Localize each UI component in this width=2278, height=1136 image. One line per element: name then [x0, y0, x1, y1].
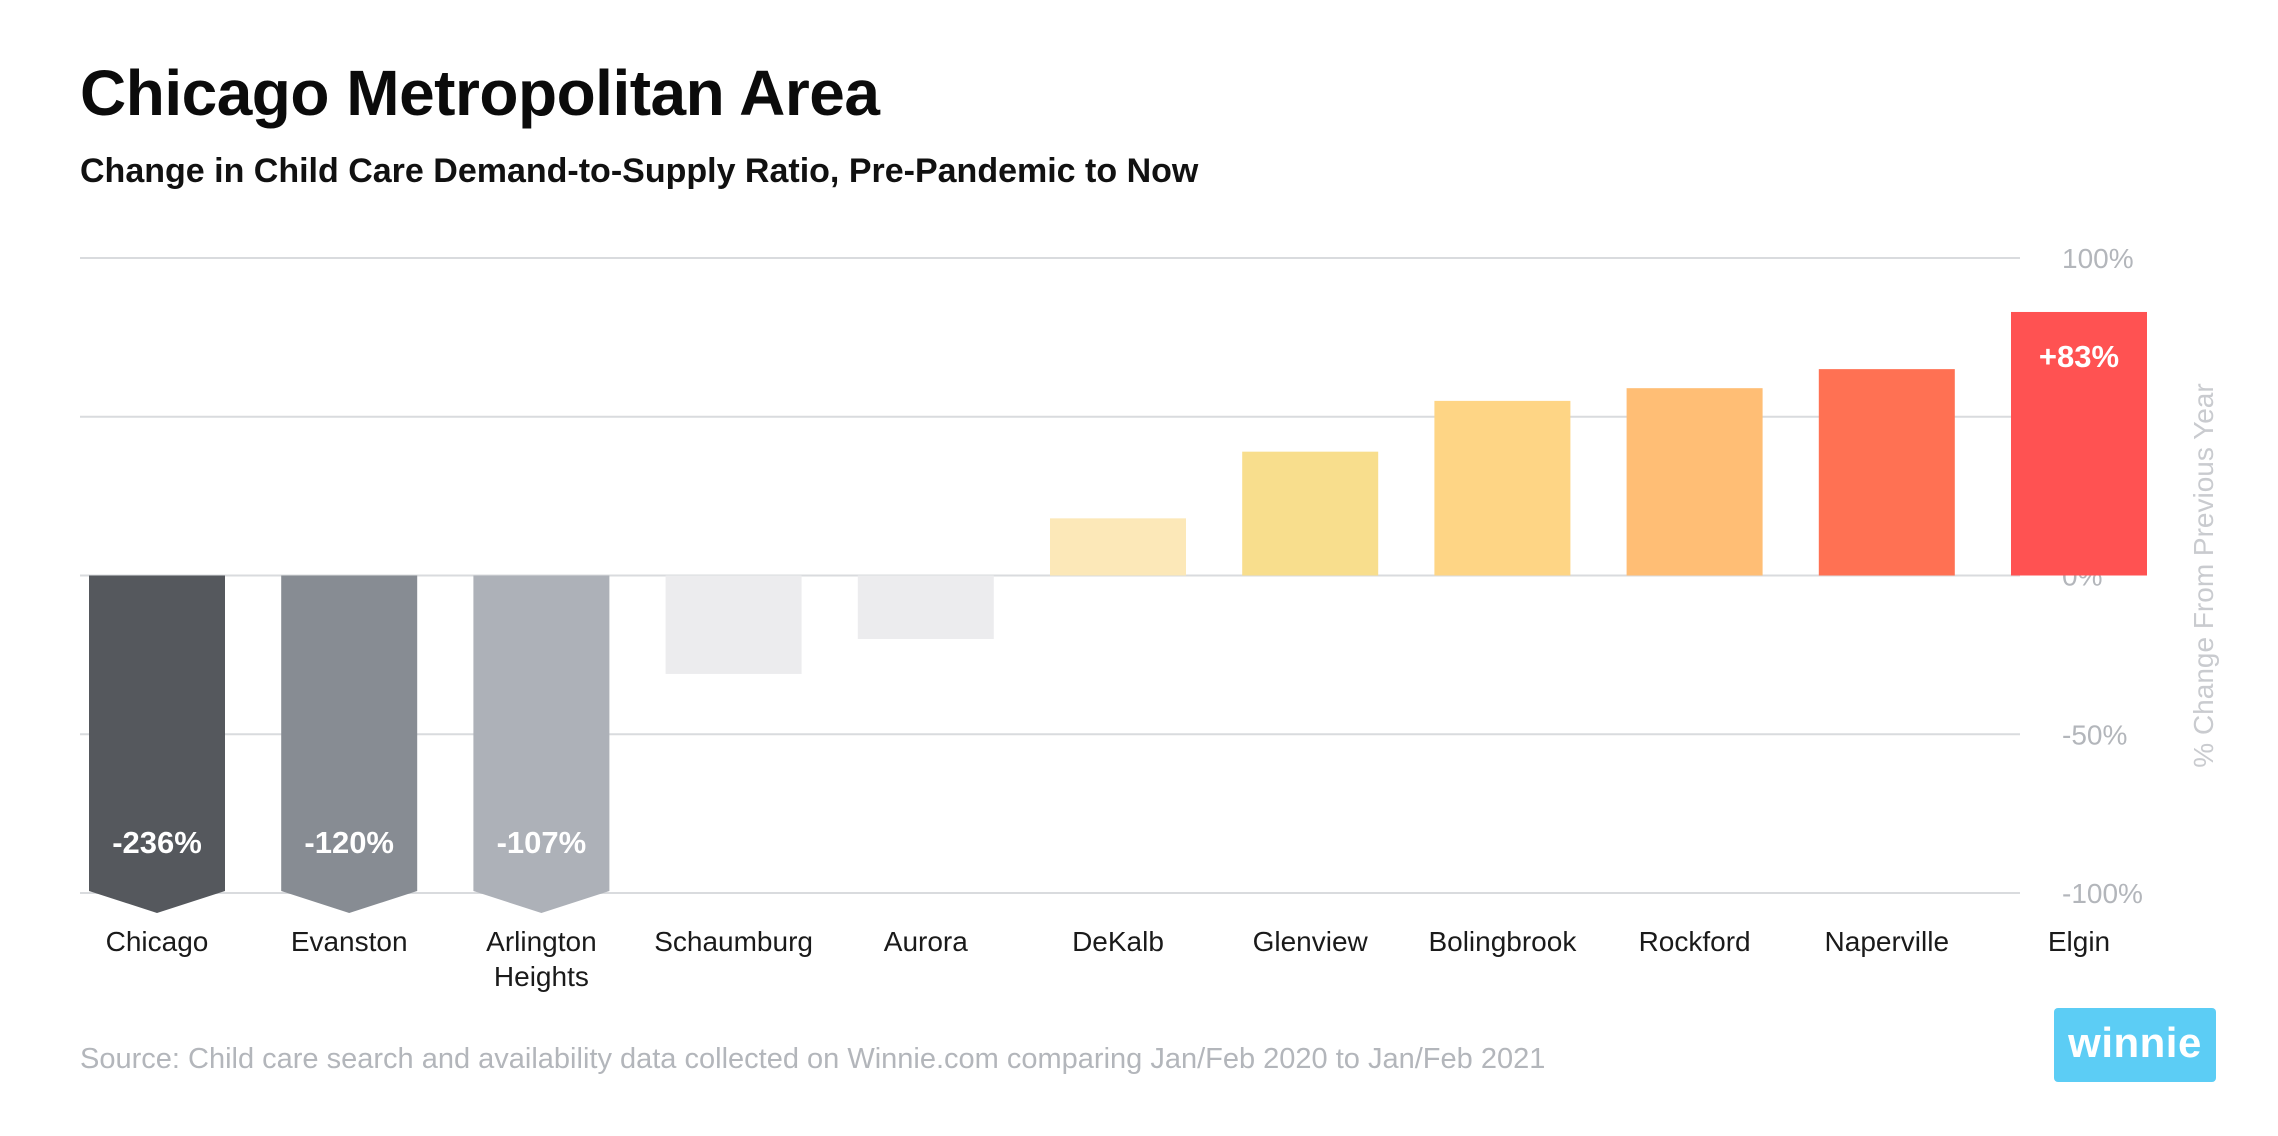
chart-title: Chicago Metropolitan Area — [80, 57, 880, 129]
bar — [1050, 518, 1186, 576]
winnie-logo[interactable]: winnie — [2054, 1008, 2216, 1082]
bar — [1818, 369, 1955, 576]
y-tick-label: 100% — [2062, 243, 2134, 274]
y-tick-label: -50% — [2062, 719, 2127, 750]
bar — [1626, 388, 1763, 576]
x-tick-label: Evanston — [291, 926, 408, 957]
x-tick-label: Schaumburg — [654, 926, 813, 957]
y-axis-label: % Change From Previous Year — [2188, 383, 2219, 767]
x-tick-label: Chicago — [106, 926, 209, 957]
bar — [89, 575, 225, 913]
data-label: -236% — [112, 825, 202, 860]
x-tick-label: Bolingbrook — [1428, 926, 1577, 957]
bar — [857, 575, 994, 639]
y-tick-label: -100% — [2062, 878, 2143, 909]
x-tick-label: Naperville — [1825, 926, 1950, 957]
bar — [1242, 451, 1379, 576]
source-note: Source: Child care search and availabili… — [80, 1043, 1546, 1075]
x-tick-label: Elgin — [2048, 926, 2110, 957]
x-tick-label: Glenview — [1253, 926, 1369, 957]
chart-subtitle: Change in Child Care Demand-to-Supply Ra… — [80, 152, 1199, 190]
x-tick-label: Heights — [494, 961, 589, 992]
bar — [2011, 311, 2147, 576]
x-tick-label: DeKalb — [1072, 926, 1164, 957]
data-label: +83% — [2039, 339, 2119, 374]
bar — [665, 575, 802, 674]
data-label: -107% — [497, 825, 587, 860]
bar — [281, 575, 418, 913]
bar — [1434, 400, 1571, 576]
x-tick-label: Arlington — [486, 926, 597, 957]
data-label: -120% — [304, 825, 394, 860]
x-tick-label: Rockford — [1639, 926, 1751, 957]
x-tick-label: Aurora — [884, 926, 968, 957]
bar — [473, 575, 610, 913]
